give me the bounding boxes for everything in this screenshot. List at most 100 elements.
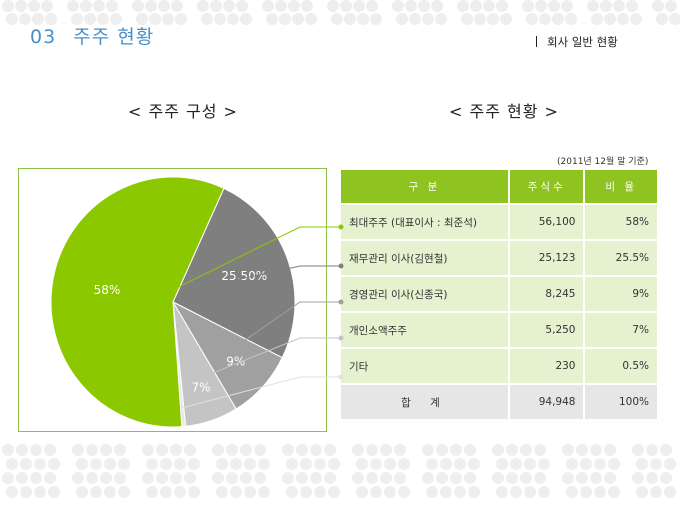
decorative-dot bbox=[236, 0, 248, 12]
decorative-dot bbox=[136, 13, 148, 25]
breadcrumb-label: 회사 일반 현황 bbox=[547, 35, 618, 49]
decorative-dot bbox=[34, 486, 46, 498]
decorative-dot bbox=[526, 13, 538, 25]
row-ratio: 25.5% bbox=[585, 241, 657, 275]
decorative-dot bbox=[506, 472, 518, 484]
row-shares: 230 bbox=[509, 349, 584, 383]
decorative-dot bbox=[230, 458, 242, 470]
decorative-dot bbox=[500, 13, 512, 25]
decorative-dot bbox=[16, 472, 28, 484]
decorative-dot bbox=[534, 472, 546, 484]
decorative-dot bbox=[524, 486, 536, 498]
decorative-dot bbox=[110, 13, 122, 25]
table-row: 최대주주 (대표이사 : 최준석) 56,100 58% bbox=[341, 205, 657, 239]
decorative-dot bbox=[426, 486, 438, 498]
decorative-dot bbox=[114, 472, 126, 484]
column-header-shares: 주식수 bbox=[509, 170, 584, 203]
decorative-dot bbox=[561, 0, 573, 12]
decorative-dot bbox=[380, 472, 392, 484]
decorative-dot bbox=[534, 444, 546, 456]
decorative-dot bbox=[636, 458, 648, 470]
decorative-dot bbox=[226, 472, 238, 484]
decorative-dot bbox=[646, 444, 658, 456]
breadcrumb-divider bbox=[536, 36, 537, 47]
decorative-dot bbox=[132, 0, 144, 12]
row-ratio: 9% bbox=[585, 277, 657, 311]
decorative-dot bbox=[617, 13, 629, 25]
decorative-dot bbox=[305, 13, 317, 25]
decorative-dot bbox=[282, 472, 294, 484]
decorative-dot bbox=[170, 472, 182, 484]
decorative-dot bbox=[464, 444, 476, 456]
decorative-dot bbox=[394, 444, 406, 456]
decorative-dot bbox=[340, 0, 352, 12]
decorative-dot bbox=[506, 444, 518, 456]
decorative-dot bbox=[32, 13, 44, 25]
decorative-dot bbox=[41, 0, 53, 12]
decorative-dot bbox=[562, 472, 574, 484]
decorative-dot bbox=[594, 458, 606, 470]
decorative-dot bbox=[324, 472, 336, 484]
total-label: 합 계 bbox=[341, 385, 508, 419]
decorative-dot bbox=[483, 0, 495, 12]
decorative-dot bbox=[2, 472, 14, 484]
decorative-dot bbox=[576, 444, 588, 456]
decorative-dot bbox=[223, 0, 235, 12]
row-ratio: 0.5% bbox=[585, 349, 657, 383]
decorative-dot bbox=[118, 458, 130, 470]
decorative-dot bbox=[474, 13, 486, 25]
decorative-dot bbox=[613, 0, 625, 12]
decorative-dot bbox=[86, 444, 98, 456]
decorative-dot bbox=[104, 486, 116, 498]
decorative-dot bbox=[450, 472, 462, 484]
decorative-dot bbox=[487, 13, 499, 25]
decorative-dot bbox=[366, 0, 378, 12]
decorative-dot bbox=[496, 458, 508, 470]
decorative-dot bbox=[539, 13, 551, 25]
decorative-dot bbox=[370, 13, 382, 25]
decorative-dot bbox=[409, 13, 421, 25]
decorative-dot bbox=[580, 486, 592, 498]
decorative-dot bbox=[590, 472, 602, 484]
row-shares: 56,100 bbox=[509, 205, 584, 239]
decorative-dot bbox=[436, 444, 448, 456]
decorative-dot bbox=[314, 458, 326, 470]
decorative-dot bbox=[262, 0, 274, 12]
decorative-dot bbox=[356, 486, 368, 498]
decorative-dot bbox=[454, 458, 466, 470]
decorative-dot bbox=[184, 472, 196, 484]
decorative-dot bbox=[106, 0, 118, 12]
decorative-dot bbox=[296, 444, 308, 456]
row-ratio: 58% bbox=[585, 205, 657, 239]
decorative-dot bbox=[2, 0, 14, 12]
decorative-dot bbox=[450, 444, 462, 456]
decorative-dot bbox=[44, 444, 56, 456]
decorative-dot bbox=[160, 486, 172, 498]
decorative-dot bbox=[384, 458, 396, 470]
decorative-dot bbox=[6, 13, 18, 25]
decorative-dot bbox=[352, 444, 364, 456]
table-row: 재무관리 이사(김현철) 25,123 25.5% bbox=[341, 241, 657, 275]
decorative-dot bbox=[405, 0, 417, 12]
decorative-dot bbox=[669, 13, 680, 25]
pie-data-label: 25.50% bbox=[221, 269, 267, 283]
decorative-dot bbox=[30, 444, 42, 456]
decorative-dot bbox=[310, 444, 322, 456]
table-header-row: 구 분 주식수 비 율 bbox=[341, 170, 657, 203]
decorative-dot bbox=[114, 444, 126, 456]
decorative-dot bbox=[600, 0, 612, 12]
decorative-dot bbox=[660, 472, 672, 484]
decorative-dot bbox=[226, 444, 238, 456]
decorative-dot bbox=[665, 0, 677, 12]
decorative-dot bbox=[344, 13, 356, 25]
total-ratio: 100% bbox=[585, 385, 657, 419]
decorative-dot bbox=[301, 0, 313, 12]
pie-chart-frame: 58% 25.50% 9% 7% bbox=[18, 168, 327, 432]
decorative-dot bbox=[146, 486, 158, 498]
pie-data-label: 7% bbox=[191, 380, 210, 394]
decorative-dot bbox=[72, 472, 84, 484]
decorative-dot bbox=[660, 444, 672, 456]
decorative-dot bbox=[212, 472, 224, 484]
pie-data-label: 9% bbox=[226, 354, 245, 368]
decorative-dot bbox=[142, 472, 154, 484]
